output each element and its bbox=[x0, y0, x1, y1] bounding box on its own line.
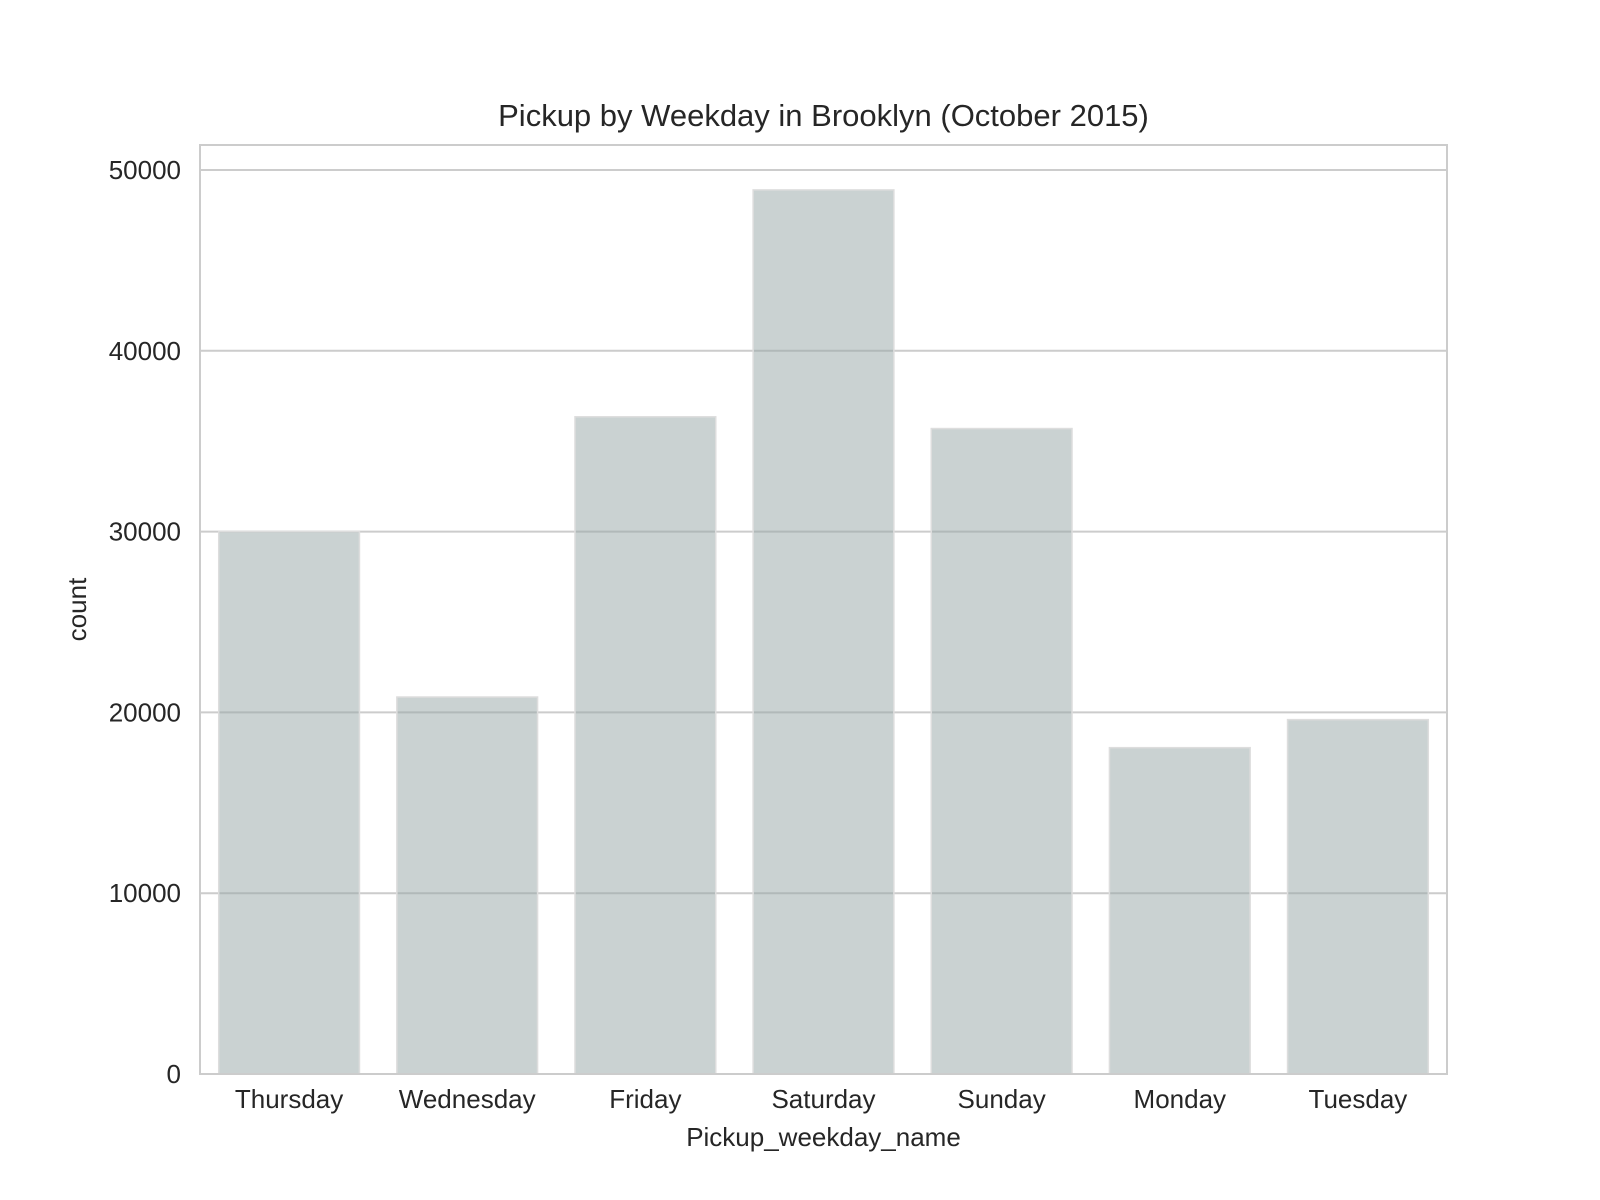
x-tick-label-tuesday: Tuesday bbox=[1309, 1084, 1408, 1114]
y-tick-label-1: 10000 bbox=[109, 878, 181, 908]
x-tick-label-sunday: Sunday bbox=[958, 1084, 1046, 1114]
x-tick-label-saturday: Saturday bbox=[771, 1084, 875, 1114]
x-tick-labels: Thursday Wednesday Friday Saturday Sunday Mon… bbox=[235, 1084, 1407, 1114]
bar-saturday bbox=[752, 189, 895, 1075]
y-tick-label-3: 30000 bbox=[109, 517, 181, 547]
bar-wednesday bbox=[396, 696, 539, 1075]
x-axis-label: Pickup_weekday_name bbox=[686, 1122, 961, 1152]
bar-monday bbox=[1108, 746, 1251, 1075]
bar-tuesday bbox=[1286, 718, 1430, 1075]
y-tick-label-4: 40000 bbox=[109, 336, 181, 366]
x-tick-label-friday: Friday bbox=[609, 1084, 681, 1114]
plot-frame bbox=[199, 144, 1448, 1075]
bar-sunday bbox=[930, 427, 1073, 1075]
x-tick-label-monday: Monday bbox=[1134, 1084, 1227, 1114]
bars bbox=[217, 189, 1430, 1075]
x-tick-label-wednesday: Wednesday bbox=[399, 1084, 536, 1114]
y-tick-labels: 0 10000 20000 30000 40000 50000 bbox=[109, 155, 181, 1089]
y-tick-label-0: 0 bbox=[167, 1059, 181, 1089]
bar-friday bbox=[574, 416, 717, 1075]
chart-title: Pickup by Weekday in Brooklyn (October 2… bbox=[498, 98, 1149, 133]
x-tick-label-thursday: Thursday bbox=[235, 1084, 343, 1114]
bar-thursday bbox=[217, 530, 361, 1075]
y-axis-label: count bbox=[62, 577, 92, 641]
y-tick-label-2: 20000 bbox=[109, 697, 181, 727]
y-tick-label-5: 50000 bbox=[109, 155, 181, 185]
